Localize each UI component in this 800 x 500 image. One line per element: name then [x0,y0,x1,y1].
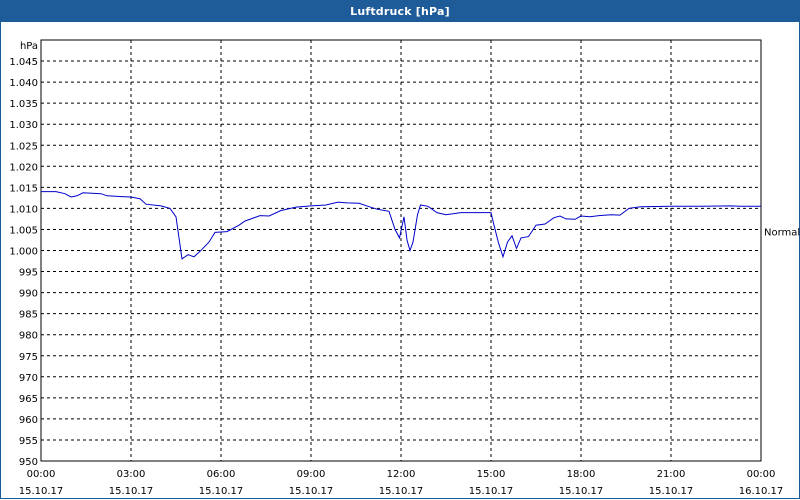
x-tick-label-date: 15.10.17 [109,486,154,497]
x-tick-label-time: 03:00 [117,469,146,480]
x-tick-label-date: 15.10.17 [559,486,604,497]
pressure-series-line [41,191,761,260]
y-tick-label: 1.005 [9,225,38,236]
x-tick-label-time: 09:00 [297,469,326,480]
y-tick-label: 970 [19,373,38,384]
x-tick-label-time: 00:00 [27,469,56,480]
x-tick-label-date: 15.10.17 [469,486,514,497]
y-tick-label: 965 [19,394,38,405]
grid-lines [41,40,761,461]
plot-area-border [40,39,762,462]
y-tick-label: 980 [19,331,38,342]
x-tick-label-time: 18:00 [567,469,596,480]
y-tick-label: 950 [19,457,38,468]
y-axis-ticks: 950 955 960 965 970 975 980 985 990 995 1.000 1.005… [9,57,38,468]
y-tick-label: 1.010 [9,204,38,215]
window-title: Luftdruck [hPa] [0,0,800,22]
x-tick-label-time: 00:00 [747,469,776,480]
x-tick-label-date: 15.10.17 [199,486,244,497]
normal-annotation: Normal [764,228,800,239]
y-tick-label: 955 [19,436,38,447]
x-tick-label-time: 06:00 [207,469,236,480]
y-tick-label: 990 [19,289,38,300]
y-tick-label: 1.025 [9,141,38,152]
y-tick-label: 1.045 [9,57,38,68]
x-axis-ticks: 00:00 15.10.17 03:00 15.10.17 06:00 15.10.17 0… [19,469,784,497]
y-tick-label: 960 [19,415,38,426]
y-tick-label: 1.040 [9,78,38,89]
x-tick-label-time: 15:00 [477,469,506,480]
x-tick-label-date: 15.10.17 [289,486,334,497]
y-axis-label: hPa [20,41,38,52]
y-tick-label: 1.020 [9,162,38,173]
y-tick-label: 1.030 [9,120,38,131]
series-group [41,191,761,260]
x-tick-label-time: 12:00 [387,469,416,480]
y-tick-label: 1.000 [9,247,38,258]
x-tick-label-date: 15.10.17 [379,486,424,497]
y-tick-label: 995 [19,268,38,279]
x-tick-label-date: 15.10.17 [19,486,64,497]
y-tick-label: 985 [19,310,38,321]
y-tick-label: 1.035 [9,99,38,110]
y-tick-label: 1.015 [9,183,38,194]
x-tick-label-date: 15.10.17 [649,486,694,497]
y-tick-label: 975 [19,352,38,363]
x-tick-label-time: 21:00 [657,469,686,480]
x-tick-label-date: 16.10.17 [739,486,784,497]
